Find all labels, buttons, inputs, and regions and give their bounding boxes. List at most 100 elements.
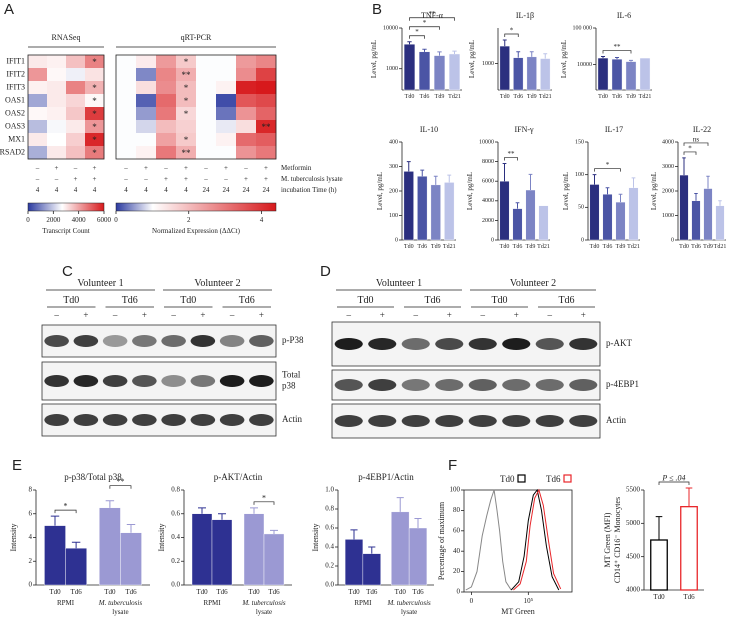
error-bar bbox=[50, 515, 60, 526]
heat-cell bbox=[66, 68, 86, 82]
x-tick-label: Td6 bbox=[420, 94, 430, 100]
condition-value: – bbox=[163, 164, 168, 172]
x-tick-label: Td0 bbox=[405, 94, 415, 100]
y-axis-label: Level, pg/mL bbox=[560, 40, 568, 78]
bar bbox=[191, 513, 213, 586]
treatment-sign: – bbox=[346, 310, 352, 320]
bar bbox=[589, 184, 600, 241]
x-tick-label: Td0 bbox=[404, 244, 414, 250]
treatment-sign: + bbox=[447, 310, 452, 320]
y-axis-label: Level, pg/mL bbox=[468, 40, 476, 78]
error-bar bbox=[71, 541, 81, 549]
treatment-sign: + bbox=[142, 310, 147, 320]
heat-cell bbox=[116, 133, 137, 147]
treatment-sign: + bbox=[581, 310, 586, 320]
heat-cell bbox=[28, 55, 48, 69]
treatment-sign: – bbox=[170, 310, 176, 320]
treatment-sign: + bbox=[514, 310, 519, 320]
condition-value: – bbox=[203, 164, 208, 172]
x-tick-label: Td6 bbox=[366, 588, 378, 596]
plot-frame bbox=[463, 489, 573, 593]
blot-band bbox=[102, 375, 128, 387]
blot-band bbox=[190, 335, 216, 347]
blot-band bbox=[468, 379, 497, 391]
chart-title: IFN-γ bbox=[514, 125, 534, 134]
condition-value: – bbox=[35, 164, 40, 172]
blot-band bbox=[190, 375, 216, 387]
x-tick-label: Td0 bbox=[598, 94, 608, 100]
gene-label: OAS3 bbox=[5, 121, 25, 130]
blot-band bbox=[249, 335, 274, 347]
blot-band bbox=[161, 335, 186, 347]
heat-cell bbox=[256, 133, 277, 147]
heat-cell bbox=[85, 68, 105, 82]
error-bar bbox=[529, 51, 534, 57]
bar bbox=[243, 513, 265, 586]
y-tick-label: 0 bbox=[29, 581, 33, 589]
heat-cell bbox=[85, 81, 105, 95]
y-tick-label: 1.0 bbox=[325, 486, 334, 494]
condition-value: + bbox=[164, 175, 168, 183]
error-bar bbox=[270, 529, 278, 534]
blot-band bbox=[132, 414, 157, 426]
significance: * bbox=[92, 57, 97, 67]
x-tick-label: Td21 bbox=[714, 244, 727, 250]
significance-label: ** bbox=[429, 10, 437, 18]
colorbar-tick-label: 6000 bbox=[97, 216, 112, 224]
y-tick-label: 4000 bbox=[626, 586, 641, 594]
heat-cell bbox=[136, 81, 157, 95]
blot-band bbox=[190, 414, 216, 426]
error-bar bbox=[452, 50, 457, 54]
significance: ** bbox=[262, 122, 272, 132]
heat-cell bbox=[47, 94, 67, 108]
x-tick-label: Td21 bbox=[639, 94, 652, 100]
condition-value: + bbox=[184, 164, 188, 172]
colorbar-label: Transcript Count bbox=[42, 227, 89, 235]
y-tick-label: 5000 bbox=[626, 519, 641, 527]
colorbar-label: Normalized Expression (ΔΔCt) bbox=[152, 227, 241, 235]
heat-cell bbox=[256, 120, 277, 134]
bar bbox=[611, 58, 623, 91]
x-tick-label: 10⁵ bbox=[524, 597, 534, 605]
x-tick-label: Td9 bbox=[703, 244, 713, 250]
error-bar bbox=[682, 157, 686, 176]
significance-label: P ≤ .04 bbox=[661, 474, 685, 483]
y-tick-label: 2000 bbox=[662, 188, 674, 194]
significance-label: * bbox=[606, 161, 610, 169]
heat-cell bbox=[156, 94, 177, 108]
gene-label: OAS1 bbox=[5, 95, 25, 104]
blot-band bbox=[219, 414, 245, 426]
x-tick-label: Td21 bbox=[443, 244, 456, 250]
treatment-sign: + bbox=[83, 310, 88, 320]
significance-bracket bbox=[683, 151, 697, 155]
condition-value: + bbox=[184, 175, 188, 183]
bar bbox=[680, 506, 698, 591]
blot-band bbox=[569, 415, 598, 427]
timepoint-label: Td0 bbox=[63, 295, 79, 306]
bar bbox=[526, 56, 537, 91]
y-tick-label: 4000 bbox=[482, 198, 494, 204]
legend-swatch bbox=[563, 474, 572, 483]
volunteer-label: Volunteer 2 bbox=[194, 278, 240, 289]
bar bbox=[391, 511, 410, 586]
y-tick-label: 10000 bbox=[577, 62, 592, 68]
blot-band bbox=[535, 379, 564, 391]
group-label: lysate bbox=[256, 608, 272, 616]
group-label: RPMI bbox=[57, 599, 75, 607]
volunteer-label: Volunteer 1 bbox=[376, 278, 422, 289]
gene-label: IFIT1 bbox=[6, 56, 25, 65]
blot-band bbox=[219, 335, 245, 347]
bar bbox=[344, 539, 364, 586]
condition-value: – bbox=[54, 175, 59, 183]
y-tick-label: 4500 bbox=[626, 552, 641, 560]
group-label: RPMI bbox=[203, 599, 221, 607]
bar bbox=[499, 45, 510, 91]
y-tick-label: 5500 bbox=[626, 486, 641, 494]
heat-cell bbox=[216, 81, 237, 95]
bar bbox=[362, 553, 381, 586]
y-tick-label: 100 bbox=[575, 172, 584, 178]
blot-band bbox=[468, 415, 497, 427]
colorbar-tick-label: 4 bbox=[260, 216, 264, 224]
heat-cell bbox=[216, 68, 237, 82]
condition-value: + bbox=[144, 164, 148, 172]
